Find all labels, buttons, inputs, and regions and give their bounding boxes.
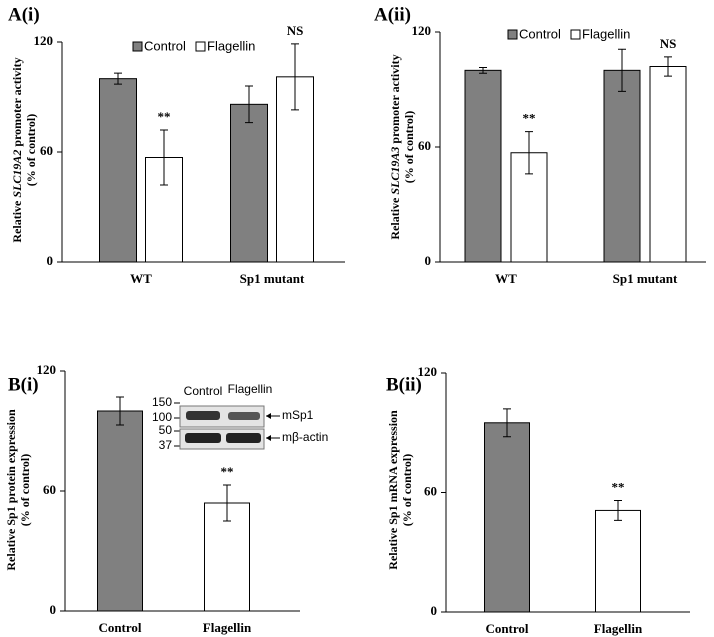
- y-axis-label-sub: (% of control): [24, 114, 38, 186]
- error-bar: [116, 396, 124, 426]
- annotation: **: [612, 479, 625, 494]
- y-tick-label: 120: [37, 362, 57, 377]
- blot-band: [186, 411, 220, 420]
- y-tick-label: 60: [424, 483, 437, 498]
- error-bar: [160, 129, 168, 186]
- y-tick-label: 60: [43, 482, 56, 497]
- y-tick-label: 0: [47, 253, 54, 268]
- y-axis-label: Relative SLC19A3 promoter activity: [388, 54, 402, 239]
- panel: A(ii) 0 60 120 WT Sp1 mutant Relative SLC19A3 …: [374, 4, 706, 286]
- y-axis-label: Relative SLC19A2 promoter activity: [10, 57, 24, 242]
- y-tick-label: 0: [50, 602, 57, 617]
- blot-band: [226, 433, 261, 443]
- blot-band: [228, 412, 260, 420]
- blot-inset: Control Flagellin 150 100 50 37 mSp1 mβ-…: [152, 382, 328, 452]
- panel-title: B(ii): [386, 374, 422, 395]
- error-bar: [223, 484, 231, 522]
- panel-title: A(ii): [374, 4, 411, 25]
- x-tick-label: WT: [130, 271, 152, 286]
- y-tick-label: 0: [425, 253, 432, 268]
- bar: [595, 509, 641, 613]
- error-bar: [479, 66, 487, 74]
- y-tick-label: 0: [431, 603, 438, 618]
- x-tick-label: Sp1 mutant: [240, 271, 305, 286]
- annotation: **: [523, 111, 536, 126]
- bar: [99, 78, 137, 263]
- legend-label: Control: [519, 26, 561, 41]
- annotation: NS: [660, 36, 677, 51]
- legend-label: Control: [144, 38, 186, 53]
- legend-swatch: [195, 41, 206, 52]
- y-axis-label-part: Relative Sp1 mRNA expression: [386, 410, 400, 570]
- annotation: NS: [287, 23, 304, 38]
- y-axis-label-part: Relative: [10, 200, 24, 243]
- error-bar: [114, 72, 122, 85]
- y-axis-label-part: Relative: [388, 197, 402, 240]
- bar: [484, 422, 530, 613]
- error-bar: [614, 499, 622, 521]
- y-axis-label-sub: (% of control): [402, 111, 416, 183]
- y-tick-label: 120: [34, 33, 54, 48]
- panel: A(i) 0 60 120 WT Sp1 mutant Relative SLC19A2 p…: [8, 4, 345, 286]
- x-tick-label: Control: [485, 621, 528, 636]
- y-axis-label: Relative Sp1 protein expression: [4, 409, 18, 571]
- y-tick-label: 120: [412, 23, 432, 38]
- blot-lane-label: Flagellin: [228, 382, 273, 396]
- legend-label: Flagellin: [582, 26, 630, 41]
- arrow-head: [266, 435, 271, 441]
- panel-title: B(i): [8, 374, 39, 395]
- y-axis-label-part: Relative Sp1 protein expression: [4, 409, 18, 571]
- bar: [230, 103, 268, 263]
- legend-swatch: [132, 41, 143, 52]
- arrow-head: [266, 413, 271, 419]
- error-bar: [618, 48, 626, 92]
- error-bar: [291, 43, 299, 111]
- panel: B(ii) 0 60 120 Control Flagellin Relative Sp1 …: [386, 364, 690, 636]
- legend-swatch: [570, 29, 581, 40]
- x-tick-label: Control: [98, 620, 141, 635]
- y-axis-label-part: promoter activity: [388, 54, 402, 143]
- y-axis-label-gene: SLC19A3: [388, 147, 402, 195]
- blot-band-label: mβ-actin: [282, 430, 328, 444]
- blot-band: [185, 433, 221, 443]
- blot-marker: 100: [152, 410, 172, 424]
- legend-swatch: [507, 29, 518, 40]
- y-axis-label-sub: (% of control): [400, 454, 414, 526]
- bar: [97, 410, 143, 612]
- error-bar: [503, 408, 511, 438]
- error-bar: [664, 56, 672, 77]
- bar: [603, 69, 641, 263]
- y-axis-label: Relative Sp1 mRNA expression: [386, 410, 400, 570]
- y-tick-label: 120: [418, 364, 438, 379]
- error-bar: [525, 131, 533, 175]
- blot-marker: 50: [159, 423, 173, 437]
- x-tick-label: Flagellin: [203, 620, 252, 635]
- panel: B(i) 0 60 120 Control Flagellin Relative Sp1 p…: [4, 362, 300, 635]
- blot-band-label: mSp1: [282, 408, 314, 422]
- blot-lane-label: Control: [184, 384, 223, 398]
- x-tick-label: Flagellin: [594, 621, 643, 636]
- annotation: **: [221, 464, 234, 479]
- annotation: **: [158, 109, 171, 124]
- blot-marker: 37: [159, 438, 173, 452]
- y-axis-label-part: promoter activity: [10, 57, 24, 146]
- blot-marker: 150: [152, 395, 172, 409]
- x-tick-label: WT: [495, 271, 517, 286]
- bar: [649, 66, 687, 263]
- y-tick-label: 60: [40, 143, 53, 158]
- error-bar: [245, 85, 253, 124]
- bar: [464, 69, 502, 263]
- legend-label: Flagellin: [207, 38, 255, 53]
- y-tick-label: 60: [418, 138, 431, 153]
- x-tick-label: Sp1 mutant: [613, 271, 678, 286]
- panel-title: A(i): [8, 4, 40, 25]
- y-axis-label-gene: SLC19A2: [10, 150, 24, 198]
- y-axis-label-sub: (% of control): [18, 454, 32, 526]
